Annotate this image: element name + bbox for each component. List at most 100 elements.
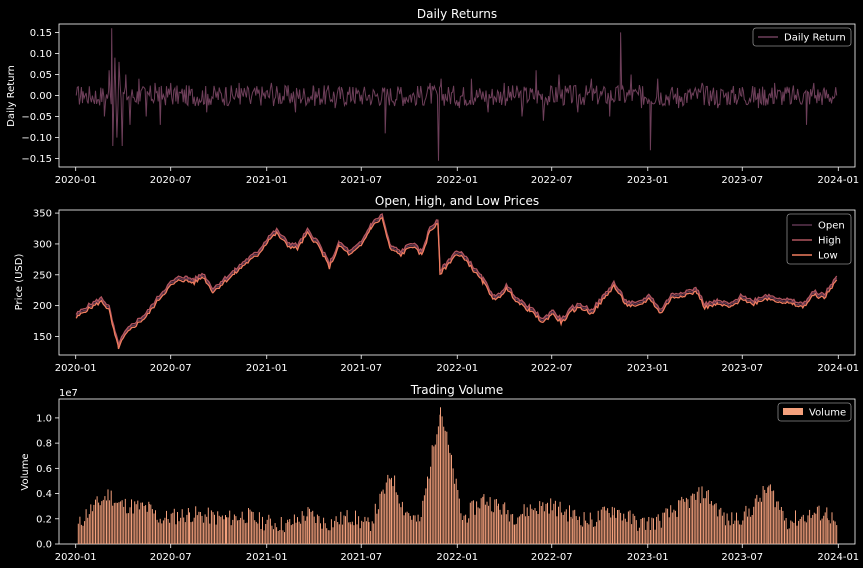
volume-bar (599, 520, 601, 544)
volume-bar (462, 520, 463, 544)
volume-bar (310, 511, 312, 544)
volume-bar (169, 522, 171, 544)
volume-bar (531, 508, 533, 544)
volume-bar (664, 512, 665, 544)
volume-bar (170, 513, 172, 544)
volume-bar (653, 518, 654, 544)
volume-bar (603, 506, 605, 544)
volume-bar (441, 416, 443, 544)
volume-bar (765, 493, 767, 544)
volume-bar (142, 502, 143, 544)
volume-bar (717, 516, 719, 544)
volume-bar (172, 512, 174, 544)
volume-bar (523, 504, 525, 544)
volume-bar (124, 498, 126, 544)
volume-bar (729, 525, 731, 544)
volume-bar (706, 491, 708, 544)
volume-bar (468, 518, 470, 544)
volume-bar (736, 512, 737, 544)
volume-bar (514, 524, 516, 544)
volume-bar (577, 520, 579, 544)
y-tick-label: 250 (33, 270, 52, 281)
volume-bars-layer (77, 407, 838, 544)
volume-bar (387, 474, 389, 544)
volume-bar (300, 523, 302, 544)
volume-bar (398, 503, 400, 544)
volume-bar (833, 520, 835, 544)
volume-bar (206, 516, 208, 544)
volume-bar (529, 504, 531, 544)
y-tick-label: 350 (33, 209, 52, 220)
x-tick-label: 2021-01 (246, 175, 288, 186)
volume-bar (626, 521, 628, 544)
volume-bar (367, 517, 369, 544)
volume-bar (608, 513, 610, 544)
volume-bar (610, 517, 612, 544)
y-tick-label: 0.2 (36, 514, 52, 525)
volume-bar (416, 521, 417, 544)
volume-bar (690, 495, 692, 544)
volume-bar (229, 510, 231, 544)
volume-bar (499, 509, 501, 544)
volume-bar (701, 486, 703, 544)
volume-bar (726, 513, 728, 544)
volume-bar (329, 530, 331, 544)
volume-bar (254, 520, 256, 544)
volume-bar (221, 515, 223, 544)
volume-bar (704, 498, 706, 544)
volume-bar (613, 507, 615, 544)
volume-bar (362, 521, 364, 544)
volume-bar (303, 515, 305, 544)
returns-panel: Daily Returns Daily Return −0.15−0.10−0.… (6, 7, 859, 186)
volume-bar (173, 508, 175, 544)
volume-bar (807, 515, 809, 544)
volume-bar (482, 496, 484, 544)
volume-bar (558, 506, 559, 544)
volume-bar (804, 521, 806, 544)
volume-bar (634, 515, 636, 544)
volume-bar (556, 516, 558, 544)
volume-bar (469, 502, 471, 544)
volume-bar (588, 524, 590, 544)
volume-bar (709, 503, 711, 544)
volume-bar (796, 525, 798, 544)
volume-bar (155, 510, 156, 544)
volume-bar (85, 509, 87, 544)
volume-bar (392, 486, 394, 544)
volume-bar (761, 501, 762, 544)
volume-bar (479, 508, 481, 544)
volume-bar (265, 524, 267, 544)
volume-bar (230, 525, 232, 544)
volume-bar (759, 497, 761, 544)
volume-bar (620, 512, 622, 544)
volume-bar (279, 530, 281, 544)
volume-bar (816, 506, 818, 544)
volume-bar (244, 523, 246, 544)
volume-bar (447, 444, 449, 544)
prices-series-layer (75, 213, 838, 350)
volume-bar (707, 490, 709, 544)
volume-bar (334, 520, 336, 544)
volume-bar (307, 507, 309, 544)
volume-bar (671, 512, 673, 544)
volume-bar (454, 483, 456, 544)
volume-bar (545, 503, 547, 544)
volume-bar (654, 529, 656, 544)
volume-bar (127, 513, 129, 544)
volume-bar (624, 518, 626, 544)
volume-bar (747, 516, 748, 544)
daily-return-line (75, 28, 838, 161)
volume-bar (774, 507, 776, 544)
volume-bar (262, 516, 263, 544)
volume-bar (537, 514, 539, 544)
volume-bar (728, 520, 730, 544)
volume-bar (714, 504, 716, 544)
volume-bar (667, 508, 669, 544)
volume-bar (143, 506, 145, 544)
volume-bar (190, 522, 192, 544)
price-line-low (75, 216, 838, 350)
volume-bar (295, 522, 297, 544)
volume-bar (201, 515, 203, 544)
volume-bar (121, 500, 123, 544)
volume-bar (836, 525, 838, 544)
